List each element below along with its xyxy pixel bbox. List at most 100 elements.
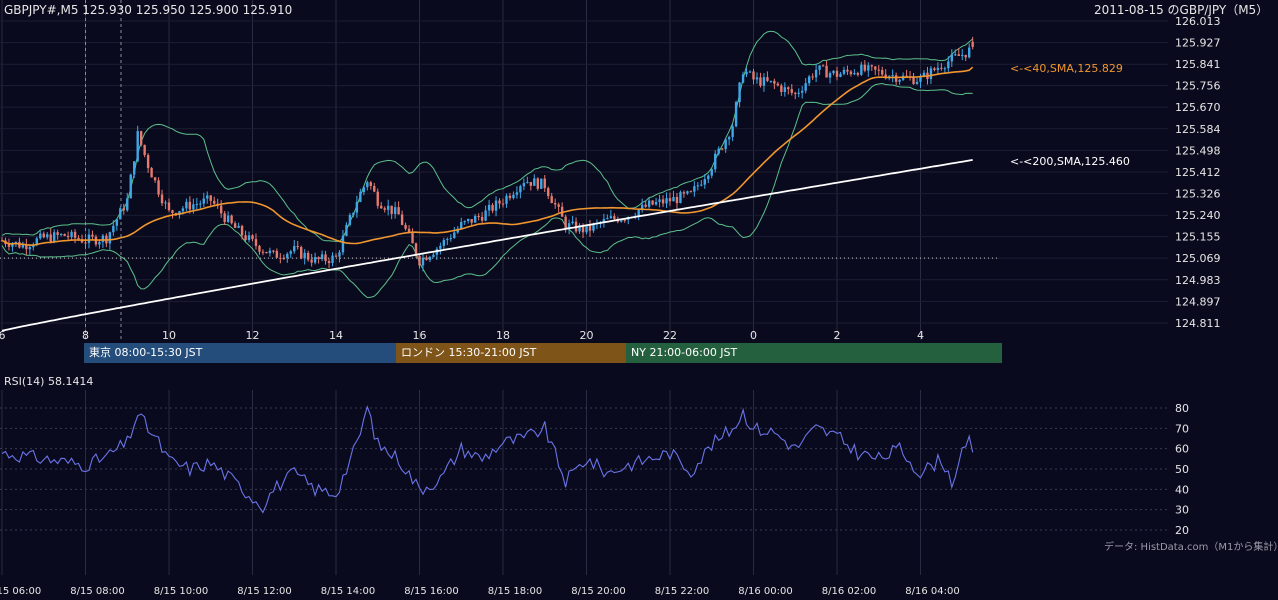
candle-body <box>947 61 950 69</box>
candle-body <box>494 200 498 211</box>
candle-body <box>787 87 790 90</box>
candle-body <box>501 203 505 205</box>
candle-body <box>265 251 268 254</box>
candle-body <box>710 169 713 176</box>
symbol-info: GBPJPY#,M5 125.930 125.950 125.900 125.9… <box>4 3 293 17</box>
candle-body <box>359 192 362 202</box>
candle-body <box>453 232 456 239</box>
candle-body <box>345 224 348 236</box>
candle-body <box>11 243 14 247</box>
candle-body <box>637 210 640 217</box>
candle-body <box>640 204 644 211</box>
candle-body <box>275 250 279 258</box>
candle-body <box>87 234 91 243</box>
candle-body <box>373 185 376 192</box>
date-tick-label: 8/15 06:00 <box>0 586 41 597</box>
candle-body <box>529 182 533 186</box>
candle-body <box>146 155 150 169</box>
date-tick-label: 8/15 18:00 <box>488 586 542 597</box>
candle-body <box>7 244 11 247</box>
candle-body <box>414 243 418 256</box>
candle-body <box>202 198 205 204</box>
candle-body <box>195 203 199 205</box>
candle-body <box>258 245 261 252</box>
candle-body <box>881 69 884 75</box>
candle-body <box>261 251 265 253</box>
candle-body <box>73 231 77 238</box>
candle-body <box>150 168 153 178</box>
rsi-tick-label: 20 <box>1175 524 1189 537</box>
candle-body <box>647 200 651 207</box>
date-tick-label: 8/16 02:00 <box>822 586 876 597</box>
candle-body <box>769 80 773 82</box>
candle-body <box>929 68 933 80</box>
candle-body <box>592 223 595 231</box>
candle-body <box>581 225 585 233</box>
candle-body <box>432 254 435 257</box>
rsi-tick-label: 30 <box>1175 504 1189 517</box>
candle-body <box>442 240 446 246</box>
candle-body <box>536 178 539 189</box>
candle-body <box>491 204 494 211</box>
candle-body <box>734 102 738 127</box>
candle-body <box>860 64 863 75</box>
rsi-tick-label: 80 <box>1175 402 1189 415</box>
candle-body <box>849 71 853 75</box>
candle-body <box>418 255 421 266</box>
candle-body <box>251 235 254 240</box>
sma200-label: <-<200,SMA,125.460 <box>1010 155 1130 168</box>
candle-body <box>814 69 818 78</box>
candle-body <box>63 234 66 236</box>
candle-body <box>870 65 873 67</box>
candle-body <box>42 233 45 238</box>
price-tick-label: 125.498 <box>1175 144 1221 157</box>
candle-body <box>439 245 442 249</box>
session-london: ロンドン 15:30-21:00 JST <box>396 343 626 363</box>
candle-body <box>32 245 35 248</box>
candle-body <box>293 246 296 252</box>
candle-body <box>233 223 237 228</box>
candle-body <box>115 219 119 226</box>
candle-body <box>46 234 49 238</box>
candle-body <box>856 73 860 75</box>
candle-body <box>832 70 835 74</box>
candle-body <box>477 216 480 218</box>
candle-body <box>383 208 386 210</box>
rsi-line <box>1 405 974 514</box>
candle-body <box>515 192 519 195</box>
hour-tick-label: 6 <box>0 329 6 342</box>
candle-body <box>380 205 383 209</box>
candle-body <box>366 182 369 188</box>
candle-body <box>126 198 129 211</box>
candle-body <box>59 234 63 236</box>
chart-title: 2011-08-15 のGBP/JPY（M5） <box>1094 3 1269 17</box>
date-tick-label: 8/16 00:00 <box>738 586 792 597</box>
candle-body <box>473 216 477 223</box>
source-note: データ: HistData.com（M1から集計） <box>1104 542 1278 553</box>
candle-body <box>268 250 272 254</box>
candle-body <box>289 251 292 254</box>
candle-body <box>752 71 755 80</box>
hour-tick-label: 4 <box>917 329 924 342</box>
hour-tick-label: 8 <box>82 329 89 342</box>
date-tick-label: 8/15 14:00 <box>321 586 375 597</box>
candle-body <box>390 205 393 214</box>
candle-body <box>348 215 352 225</box>
candle-body <box>894 75 898 82</box>
price-tick-label: 125.240 <box>1175 209 1221 222</box>
candle-body <box>129 174 132 199</box>
candle-body <box>588 225 592 231</box>
candle-body <box>717 148 720 154</box>
candle-body <box>714 153 717 170</box>
candle-body <box>206 195 209 199</box>
candle-body <box>160 194 164 204</box>
candle-body <box>108 232 112 244</box>
candle-body <box>199 203 202 205</box>
candle-body <box>922 72 926 77</box>
candle-body <box>310 259 313 263</box>
candle-body <box>282 257 286 259</box>
price-tick-label: 125.069 <box>1175 252 1221 265</box>
candle-body <box>77 237 80 240</box>
